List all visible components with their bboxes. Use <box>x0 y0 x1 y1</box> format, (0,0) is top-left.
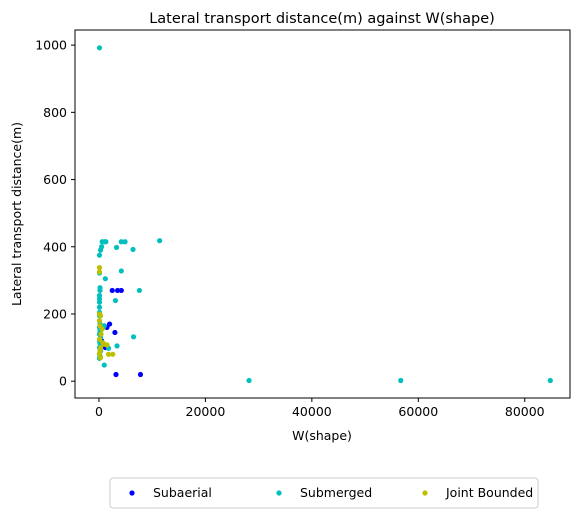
data-points <box>96 45 553 384</box>
data-point <box>97 313 104 319</box>
series-2 <box>96 265 116 361</box>
legend-label: Subaerial <box>153 485 212 500</box>
data-point <box>113 244 120 251</box>
y-tick-label: 200 <box>43 306 67 321</box>
data-point <box>102 276 108 282</box>
data-point <box>398 377 404 384</box>
legend: Subaerial Submerged Joint Bounded <box>109 477 539 509</box>
data-point <box>96 252 103 258</box>
x-tick-label: 80000 <box>505 404 545 419</box>
data-point <box>109 287 115 294</box>
chart-title: Lateral transport distance(m) against W(… <box>149 11 495 27</box>
legend-label: Joint Bounded <box>445 485 533 500</box>
data-point <box>118 268 124 274</box>
data-point <box>130 334 137 340</box>
data-point <box>106 321 113 327</box>
data-point <box>96 351 103 357</box>
data-point <box>136 287 143 294</box>
data-point <box>547 377 553 384</box>
data-point <box>112 329 118 336</box>
data-point <box>104 342 110 348</box>
data-point <box>101 362 107 368</box>
legend-label: Submerged <box>300 485 372 500</box>
plot-frame <box>74 29 571 399</box>
data-point <box>122 239 128 245</box>
y-tick-label: 0 <box>59 374 67 389</box>
data-point <box>118 239 124 245</box>
plot-area: 0 20000 40000 60000 80000 0 200 400 600 800 1000 <box>35 29 571 419</box>
data-point <box>118 287 124 294</box>
data-point <box>97 355 104 361</box>
y-axis-label: Lateral transport distance(m) <box>9 122 24 306</box>
y-tick-label: 600 <box>43 172 67 187</box>
y-tick-label: 400 <box>43 239 67 254</box>
y-tick-label: 800 <box>43 105 67 120</box>
legend-marker <box>129 490 135 496</box>
data-point <box>97 287 103 294</box>
data-point <box>97 247 104 253</box>
x-tick-label: 20000 <box>186 404 226 419</box>
data-point <box>114 343 120 349</box>
series-1 <box>96 45 553 384</box>
data-point <box>105 351 112 357</box>
data-point <box>246 377 252 384</box>
data-point <box>114 287 121 294</box>
x-tick-label: 0 <box>95 404 103 419</box>
data-point <box>130 246 136 253</box>
y-axis: 0 200 400 600 800 1000 <box>35 38 75 389</box>
data-point <box>96 336 103 342</box>
data-point <box>96 265 103 271</box>
x-axis-label: W(shape) <box>292 428 352 443</box>
x-tick-label: 60000 <box>398 404 438 419</box>
data-point <box>99 326 105 332</box>
x-tick-label: 40000 <box>292 404 332 419</box>
data-point <box>96 269 103 275</box>
y-tick-label: 1000 <box>35 38 67 53</box>
data-point <box>157 238 163 244</box>
legend-marker <box>276 490 282 496</box>
data-point <box>113 371 119 378</box>
data-point <box>98 331 104 337</box>
legend-frame <box>109 477 539 509</box>
x-axis: 0 20000 40000 60000 80000 <box>95 398 545 419</box>
data-point <box>137 371 144 378</box>
data-point <box>96 299 103 305</box>
legend-marker <box>422 490 428 496</box>
data-point <box>96 318 103 324</box>
data-point <box>112 297 119 304</box>
data-point <box>110 351 116 357</box>
data-point <box>96 45 103 51</box>
data-point <box>96 304 103 310</box>
data-point <box>103 239 109 245</box>
